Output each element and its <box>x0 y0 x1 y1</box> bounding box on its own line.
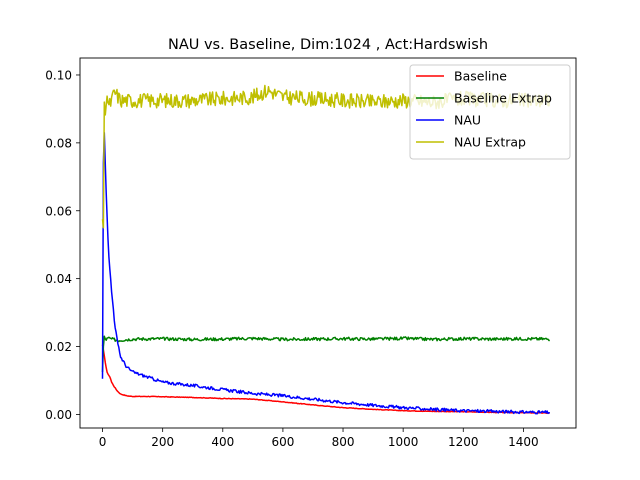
x-tick-label: 1400 <box>508 435 539 449</box>
x-tick-label: 0 <box>99 435 107 449</box>
series-line-baseline-extrap <box>101 335 550 373</box>
series-line-nau <box>101 131 550 415</box>
plot-lines <box>101 84 551 415</box>
legend-label-nau: NAU <box>454 113 481 128</box>
y-tick-label: 0.10 <box>45 68 72 82</box>
y-tick-label: 0.06 <box>45 204 72 218</box>
chart-title: NAU vs. Baseline, Dim:1024 , Act:Hardswi… <box>168 37 488 53</box>
x-tick-label: 1000 <box>388 435 419 449</box>
y-axis: 0.00 0.02 0.04 0.06 0.08 0.10 <box>45 68 80 422</box>
y-tick-label: 0.02 <box>45 340 72 354</box>
x-tick-label: 400 <box>211 435 234 449</box>
plot-frame <box>79 57 577 429</box>
x-tick-label: 600 <box>271 435 294 449</box>
legend: Baseline Baseline Extrap NAU NAU Extrap <box>409 64 571 160</box>
y-tick-label: 0.00 <box>45 408 72 422</box>
legend-label-baseline: Baseline <box>454 69 507 84</box>
x-tick-label: 200 <box>151 435 174 449</box>
legend-label-nau-extrap: NAU Extrap <box>454 135 526 150</box>
legend-box <box>409 64 571 160</box>
x-tick-label: 800 <box>332 435 355 449</box>
x-tick-label: 1200 <box>448 435 479 449</box>
y-tick-label: 0.04 <box>45 272 72 286</box>
series-line-baseline <box>101 344 550 414</box>
y-tick-label: 0.08 <box>45 136 72 150</box>
x-axis: 0 200 400 600 800 1000 1200 1400 <box>99 428 539 449</box>
legend-label-baseline-extrap: Baseline Extrap <box>454 91 552 106</box>
